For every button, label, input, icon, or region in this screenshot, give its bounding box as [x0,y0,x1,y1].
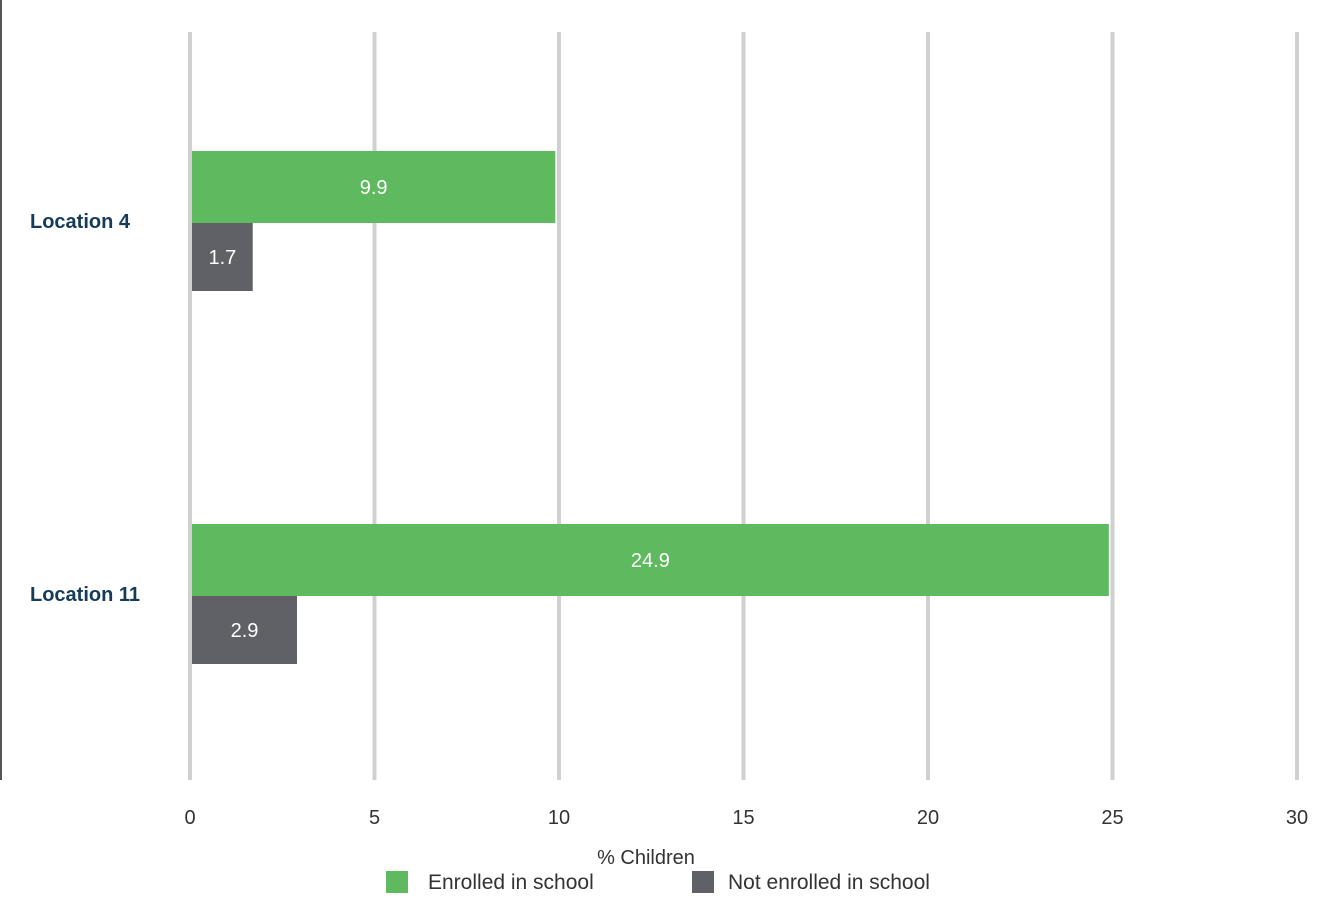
x-tick-label: 25 [1101,807,1123,829]
x-axis-title: % Children [597,847,695,869]
legend-swatch [386,871,408,893]
data-label: 9.9 [360,177,388,199]
bar-not-enrolled [192,223,253,291]
category-label: Location 11 [30,584,140,606]
legend-swatch [692,871,714,893]
legend-label: Not enrolled in school [728,871,930,894]
bar-not-enrolled [192,596,298,664]
x-tick-label: 30 [1286,807,1308,829]
x-tick-label: 10 [548,807,570,829]
legend-label: Enrolled in school [428,871,594,894]
x-tick-label: 5 [369,807,380,829]
data-label: 24.9 [631,550,670,572]
category-label: Location 4 [30,211,131,233]
data-label: 2.9 [231,620,259,642]
x-tick-label: 0 [184,807,195,829]
gridlines [188,32,1299,780]
bar-enrolled [192,151,556,223]
data-label: 1.7 [208,247,236,269]
bar-enrolled [192,524,1109,596]
legend: Enrolled in school Not enrolled in school [386,871,930,894]
bars: 9.9 1.7 24.9 2.9 [192,151,1109,664]
x-tick-label: 15 [732,807,754,829]
x-tick-labels: 0 5 10 15 20 25 30 [184,807,1308,829]
x-tick-label: 20 [917,807,939,829]
category-labels: Location 4 Location 11 [30,211,140,606]
